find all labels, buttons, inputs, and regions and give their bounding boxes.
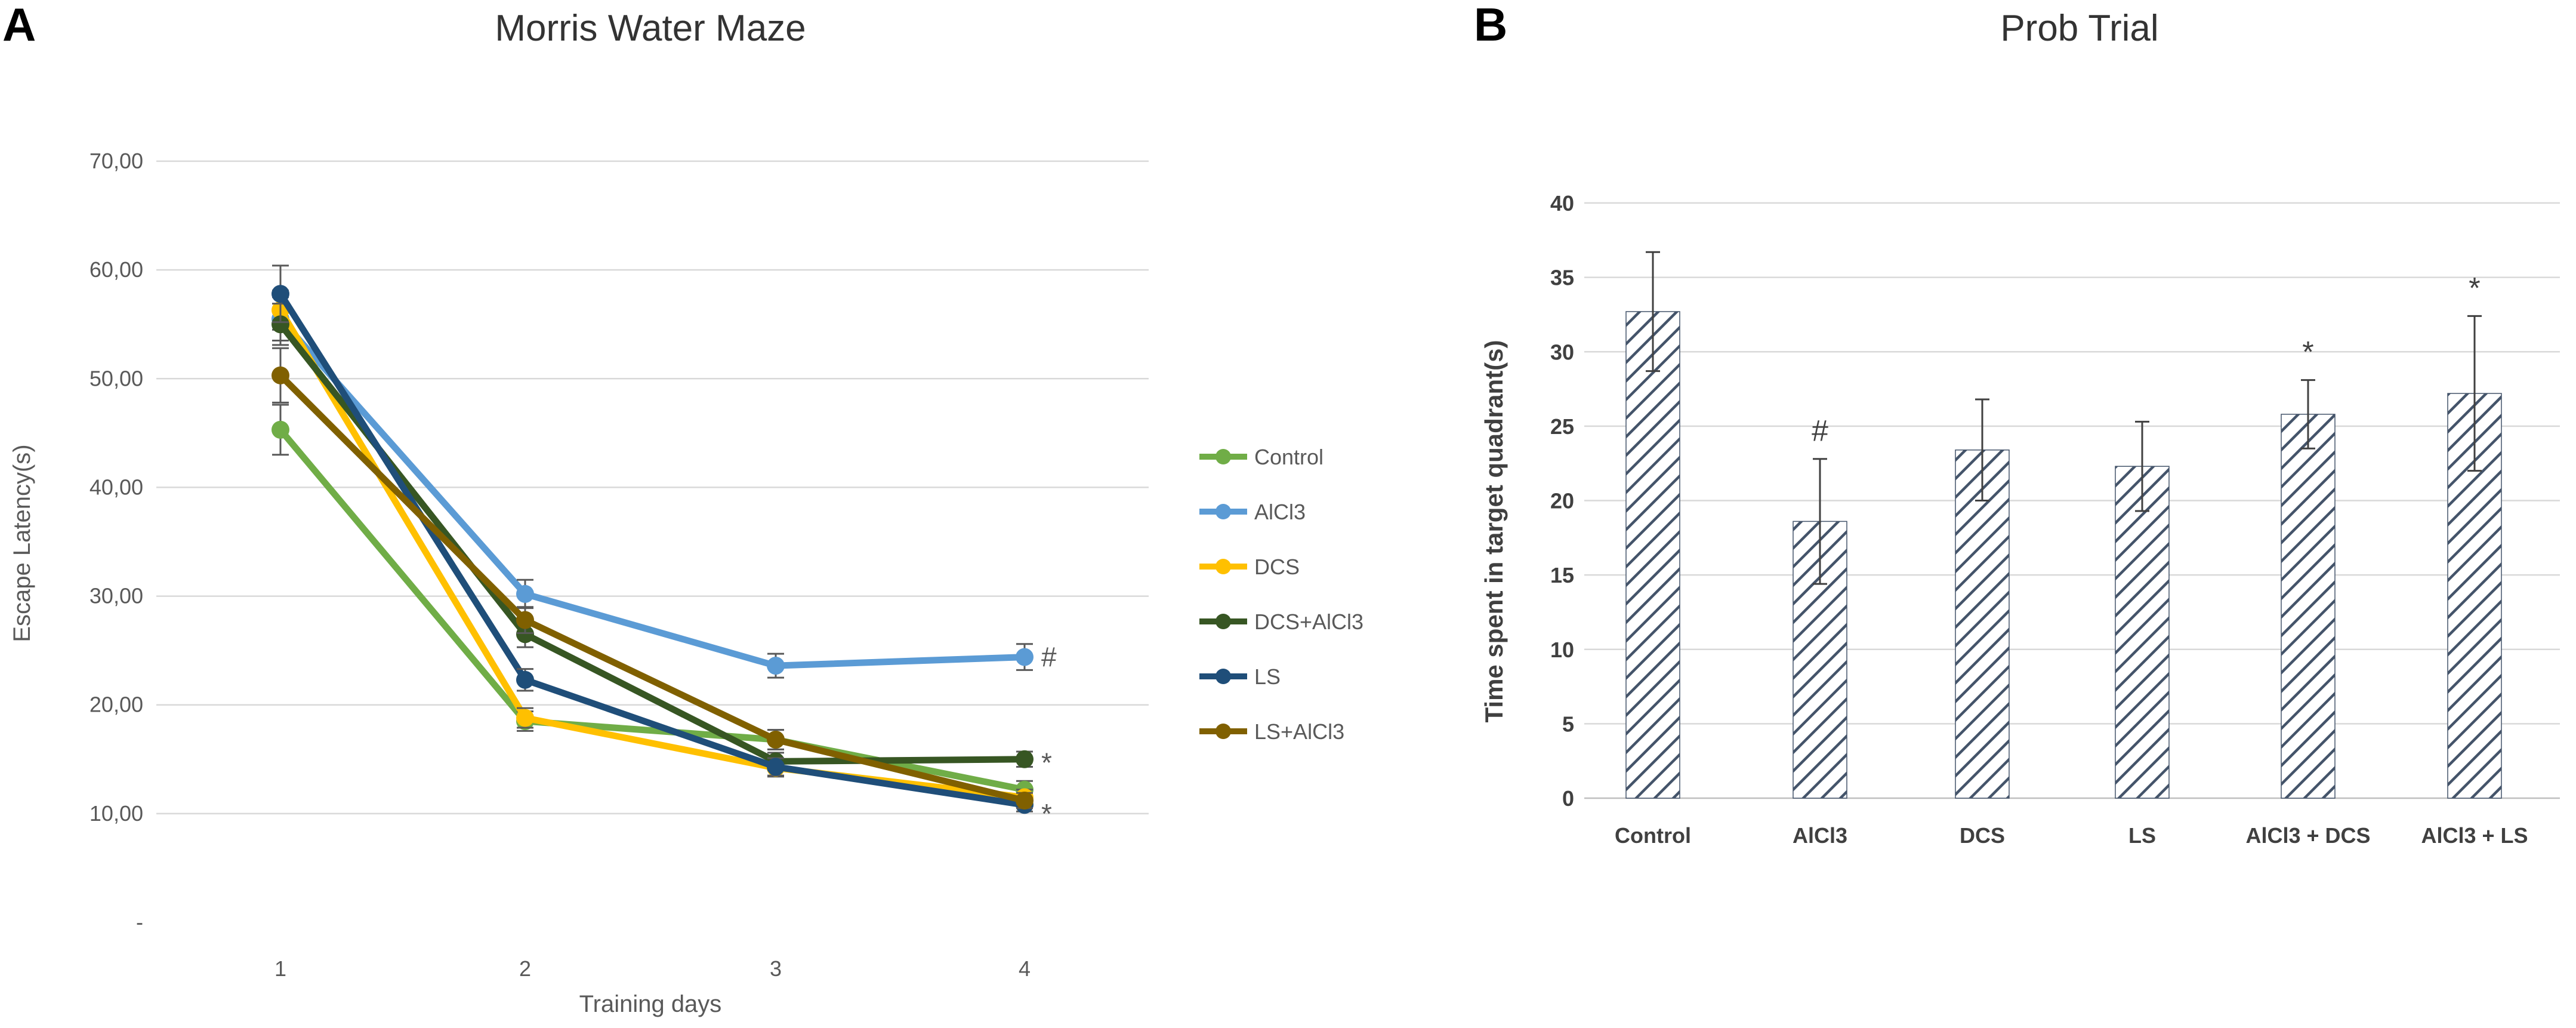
chart-a-y-tick-label: - — [136, 910, 143, 934]
chart-a-x-tick-label: 4 — [1019, 956, 1031, 981]
chart-b-y-tick-label: 15 — [1550, 563, 1574, 587]
panel-a-label: A — [2, 0, 36, 51]
chart-b-title: Prob Trial — [2000, 8, 2158, 49]
data-point-dcs-alcl3 — [272, 315, 289, 334]
legend-marker-dcs-alcl3 — [1215, 614, 1231, 629]
chart-b-category-label: AlCl3 + LS — [2421, 823, 2528, 848]
data-point-alcl3 — [767, 657, 785, 675]
legend-marker-ls-alcl3 — [1215, 724, 1231, 739]
chart-b-category-label: DCS — [1960, 823, 2005, 848]
chart-a-y-tick-label: 10,00 — [90, 801, 143, 826]
chart-b-annotation: * — [2302, 336, 2313, 369]
chart-b-y-tick-label: 30 — [1550, 340, 1574, 364]
chart-b-y-tick-label: 40 — [1550, 191, 1574, 216]
bar-ls — [2115, 466, 2170, 799]
series-alcl3 — [272, 296, 1034, 679]
chart-a-y-tick-label: 70,00 — [90, 149, 143, 173]
data-point-control — [272, 420, 289, 439]
data-point-ls-alcl3 — [767, 731, 785, 749]
chart-a-annotation: * — [1041, 747, 1052, 778]
series-line-ls — [277, 292, 1025, 808]
chart-b-y-tick-label: 10 — [1550, 638, 1574, 662]
series-ls-alcl3 — [272, 347, 1034, 810]
data-point-dcs-alcl3 — [1016, 750, 1034, 768]
chart-a-y-tick-label: 30,00 — [90, 584, 143, 608]
series-line-alcl3 — [277, 316, 1025, 669]
chart-a: - 10,00 20,00 30,00 40,00 50,00 60,00 70,00 1 2 3 4… — [90, 149, 1363, 981]
chart-a-ylabel: Escape Latency(s) — [9, 444, 35, 642]
bar-control — [1625, 311, 1680, 799]
data-point-ls — [516, 670, 534, 689]
chart-a-annotation: # — [1041, 642, 1057, 673]
legend-label-dcs: DCS — [1254, 555, 1300, 579]
legend-marker-dcs — [1215, 559, 1231, 574]
legend-marker-control — [1215, 449, 1231, 464]
chart-b-annotation: * — [2469, 271, 2480, 304]
legend-label-alcl3: AlCl3 — [1254, 500, 1306, 524]
series-line-ls-alcl3 — [278, 373, 1026, 804]
series-dcs-alcl3 — [272, 303, 1034, 771]
bar-alcl3-dcs — [2281, 414, 2336, 799]
chart-b-category-label: LS — [2128, 823, 2156, 848]
legend-label-ls: LS — [1254, 664, 1281, 689]
data-point-alcl3 — [1016, 648, 1034, 666]
chart-b-y-tick-label: 20 — [1550, 489, 1574, 513]
chart-b-y-tick-label: 0 — [1562, 786, 1574, 811]
bar-dcs — [1955, 450, 2010, 799]
legend-label-ls-alcl3: LS+AlCl3 — [1254, 719, 1344, 744]
chart-a-y-tick-label: 40,00 — [90, 475, 143, 499]
chart-a-x-tick-label: 1 — [274, 956, 286, 981]
chart-a-annotation: * — [1041, 798, 1052, 829]
chart-b: 0 5 10 15 20 25 30 35 40 Control AlCl3 DCS LS AlCl3 +… — [1550, 191, 2560, 848]
legend-label-dcs-alcl3: DCS+AlCl3 — [1254, 610, 1363, 634]
series-ls — [272, 264, 1034, 814]
series-line-dcs-alcl3 — [277, 322, 1025, 765]
chart-b-category-label: Control — [1615, 823, 1691, 848]
series-line-control — [277, 427, 1026, 793]
chart-a-legend: Control AlCl3 DCS DCS+AlCl3 LS LS+AlCl3 — [1199, 445, 1363, 744]
data-point-dcs-alcl3 — [516, 625, 534, 644]
chart-a-y-tick-label: 20,00 — [90, 692, 143, 717]
legend-marker-ls — [1215, 669, 1231, 684]
chart-b-y-tick-label: 35 — [1550, 266, 1574, 290]
chart-b-ylabel: Time spent in target quadrant(s) — [1480, 340, 1508, 723]
legend-marker-alcl3 — [1215, 504, 1231, 519]
chart-b-y-tick-label: 25 — [1550, 414, 1574, 439]
chart-a-y-tick-label: 60,00 — [90, 257, 143, 282]
data-point-ls — [767, 758, 785, 776]
data-point-dcs — [516, 709, 534, 727]
chart-b-category-label: AlCl3 + DCS — [2245, 823, 2370, 848]
legend-label-control: Control — [1254, 445, 1324, 469]
chart-a-title: Morris Water Maze — [495, 8, 806, 49]
chart-a-xlabel: Training days — [579, 991, 722, 1017]
chart-b-category-label: AlCl3 — [1793, 823, 1847, 848]
data-point-ls-alcl3 — [1016, 792, 1034, 810]
chart-a-y-tick-label: 50,00 — [90, 366, 143, 390]
panel-b-label: B — [1474, 0, 1507, 51]
data-point-alcl3 — [516, 584, 534, 603]
chart-a-x-tick-label: 3 — [770, 956, 782, 981]
chart-b-annotation: # — [1812, 414, 1828, 448]
data-point-ls-alcl3 — [272, 366, 289, 384]
data-point-ls — [272, 285, 289, 303]
chart-b-y-tick-label: 5 — [1562, 712, 1574, 736]
chart-a-x-tick-label: 2 — [519, 956, 531, 981]
data-point-ls-alcl3 — [516, 611, 534, 629]
